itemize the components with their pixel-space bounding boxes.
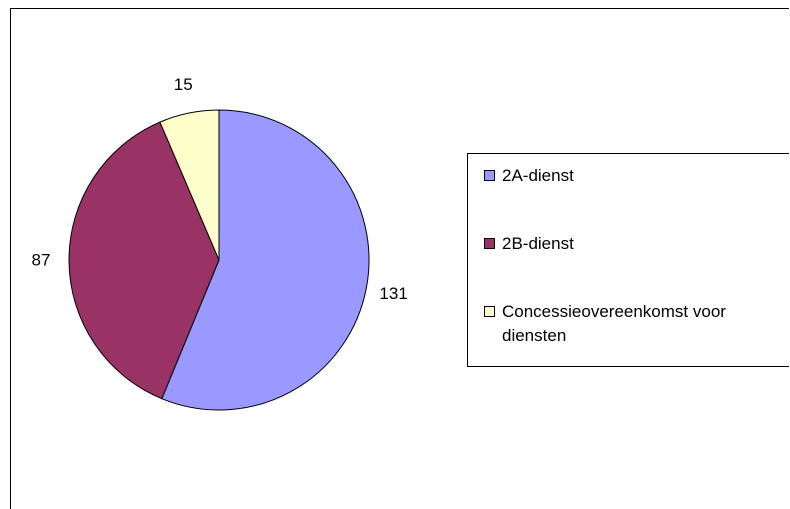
legend-swatch	[484, 306, 495, 317]
data-label: 87	[32, 251, 51, 270]
data-label: 15	[174, 75, 193, 94]
legend: 2A-dienst 2B-dienst Concessieovereenkomst …	[467, 153, 789, 367]
legend-item: 2B-dienst	[484, 232, 774, 256]
chart-frame	[10, 8, 789, 509]
legend-label: 2A-dienst	[502, 166, 574, 185]
legend-label: 2B-dienst	[502, 234, 574, 253]
legend-item: Concessieovereenkomst voor diensten	[484, 300, 774, 348]
data-label: 131	[379, 284, 407, 303]
legend-item: 2A-dienst	[484, 164, 774, 188]
legend-label: Concessieovereenkomst voor diensten	[502, 302, 726, 345]
legend-swatch	[484, 238, 495, 249]
legend-swatch	[484, 170, 495, 181]
pie-slice	[68, 121, 220, 400]
pie-slice	[161, 109, 370, 411]
pie-slice	[159, 109, 220, 261]
